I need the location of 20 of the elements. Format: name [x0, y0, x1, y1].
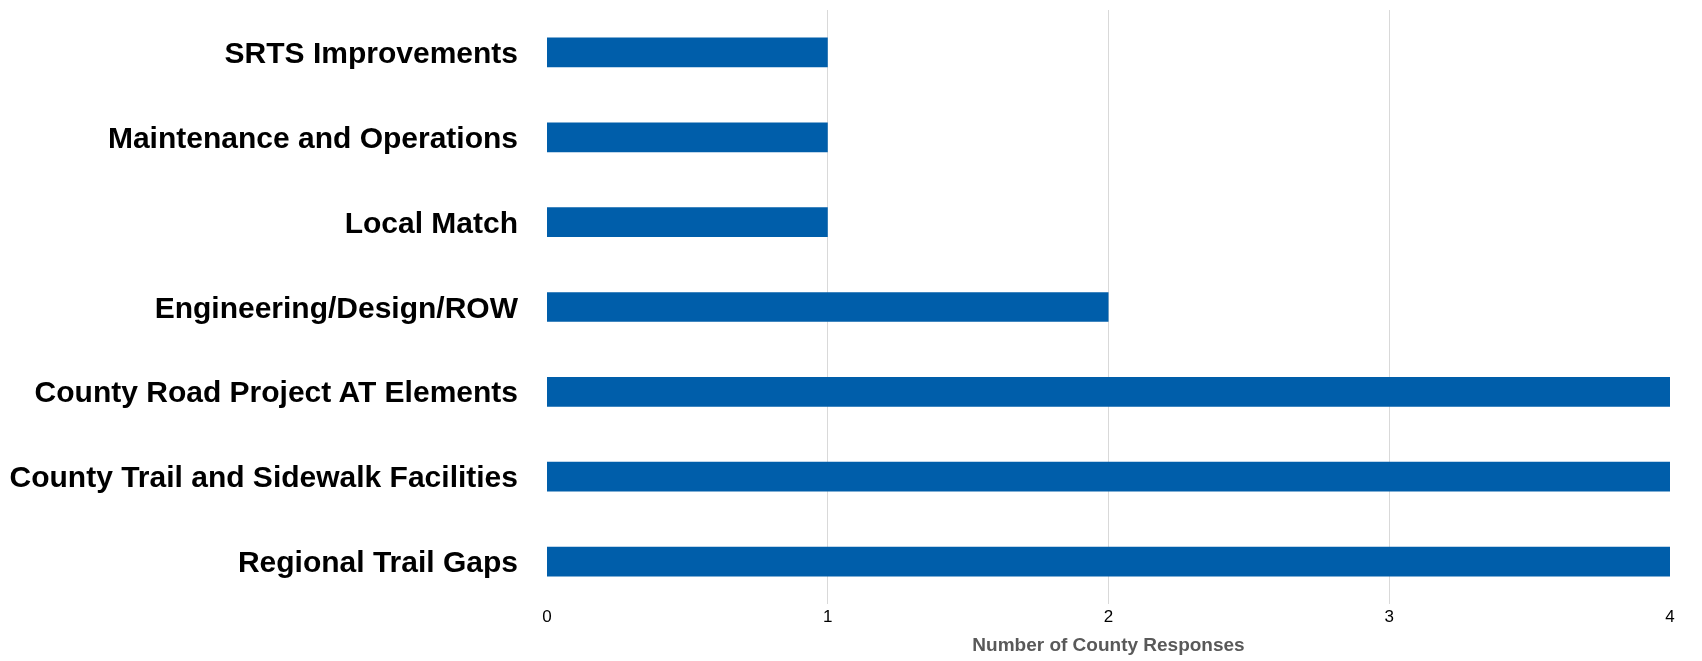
x-tick-label: 1	[823, 607, 833, 626]
bar	[547, 207, 828, 237]
x-axis-title: Number of County Responses	[972, 633, 1245, 655]
y-tick-label: Regional Trail Gaps	[237, 545, 518, 579]
x-tick-label: 0	[542, 607, 552, 626]
bar	[547, 292, 1109, 322]
bar	[547, 377, 1670, 407]
y-tick-label: County Trail and Sidewalk Facilities	[9, 460, 518, 494]
x-tick-label: 3	[1384, 607, 1394, 626]
x-tick-label: 2	[1103, 607, 1114, 626]
bar	[547, 461, 1670, 492]
bar	[547, 546, 1670, 577]
bar	[547, 122, 828, 153]
bar	[547, 37, 828, 68]
y-tick-label: Local Match	[344, 205, 518, 239]
y-tick-label: Engineering/Design/ROW	[154, 290, 519, 324]
y-tick-label: SRTS Improvements	[224, 35, 518, 69]
y-tick-label: Maintenance and Operations	[107, 120, 518, 154]
x-tick-label: 4	[1665, 607, 1675, 626]
y-tick-label: County Road Project AT Elements	[34, 375, 518, 409]
